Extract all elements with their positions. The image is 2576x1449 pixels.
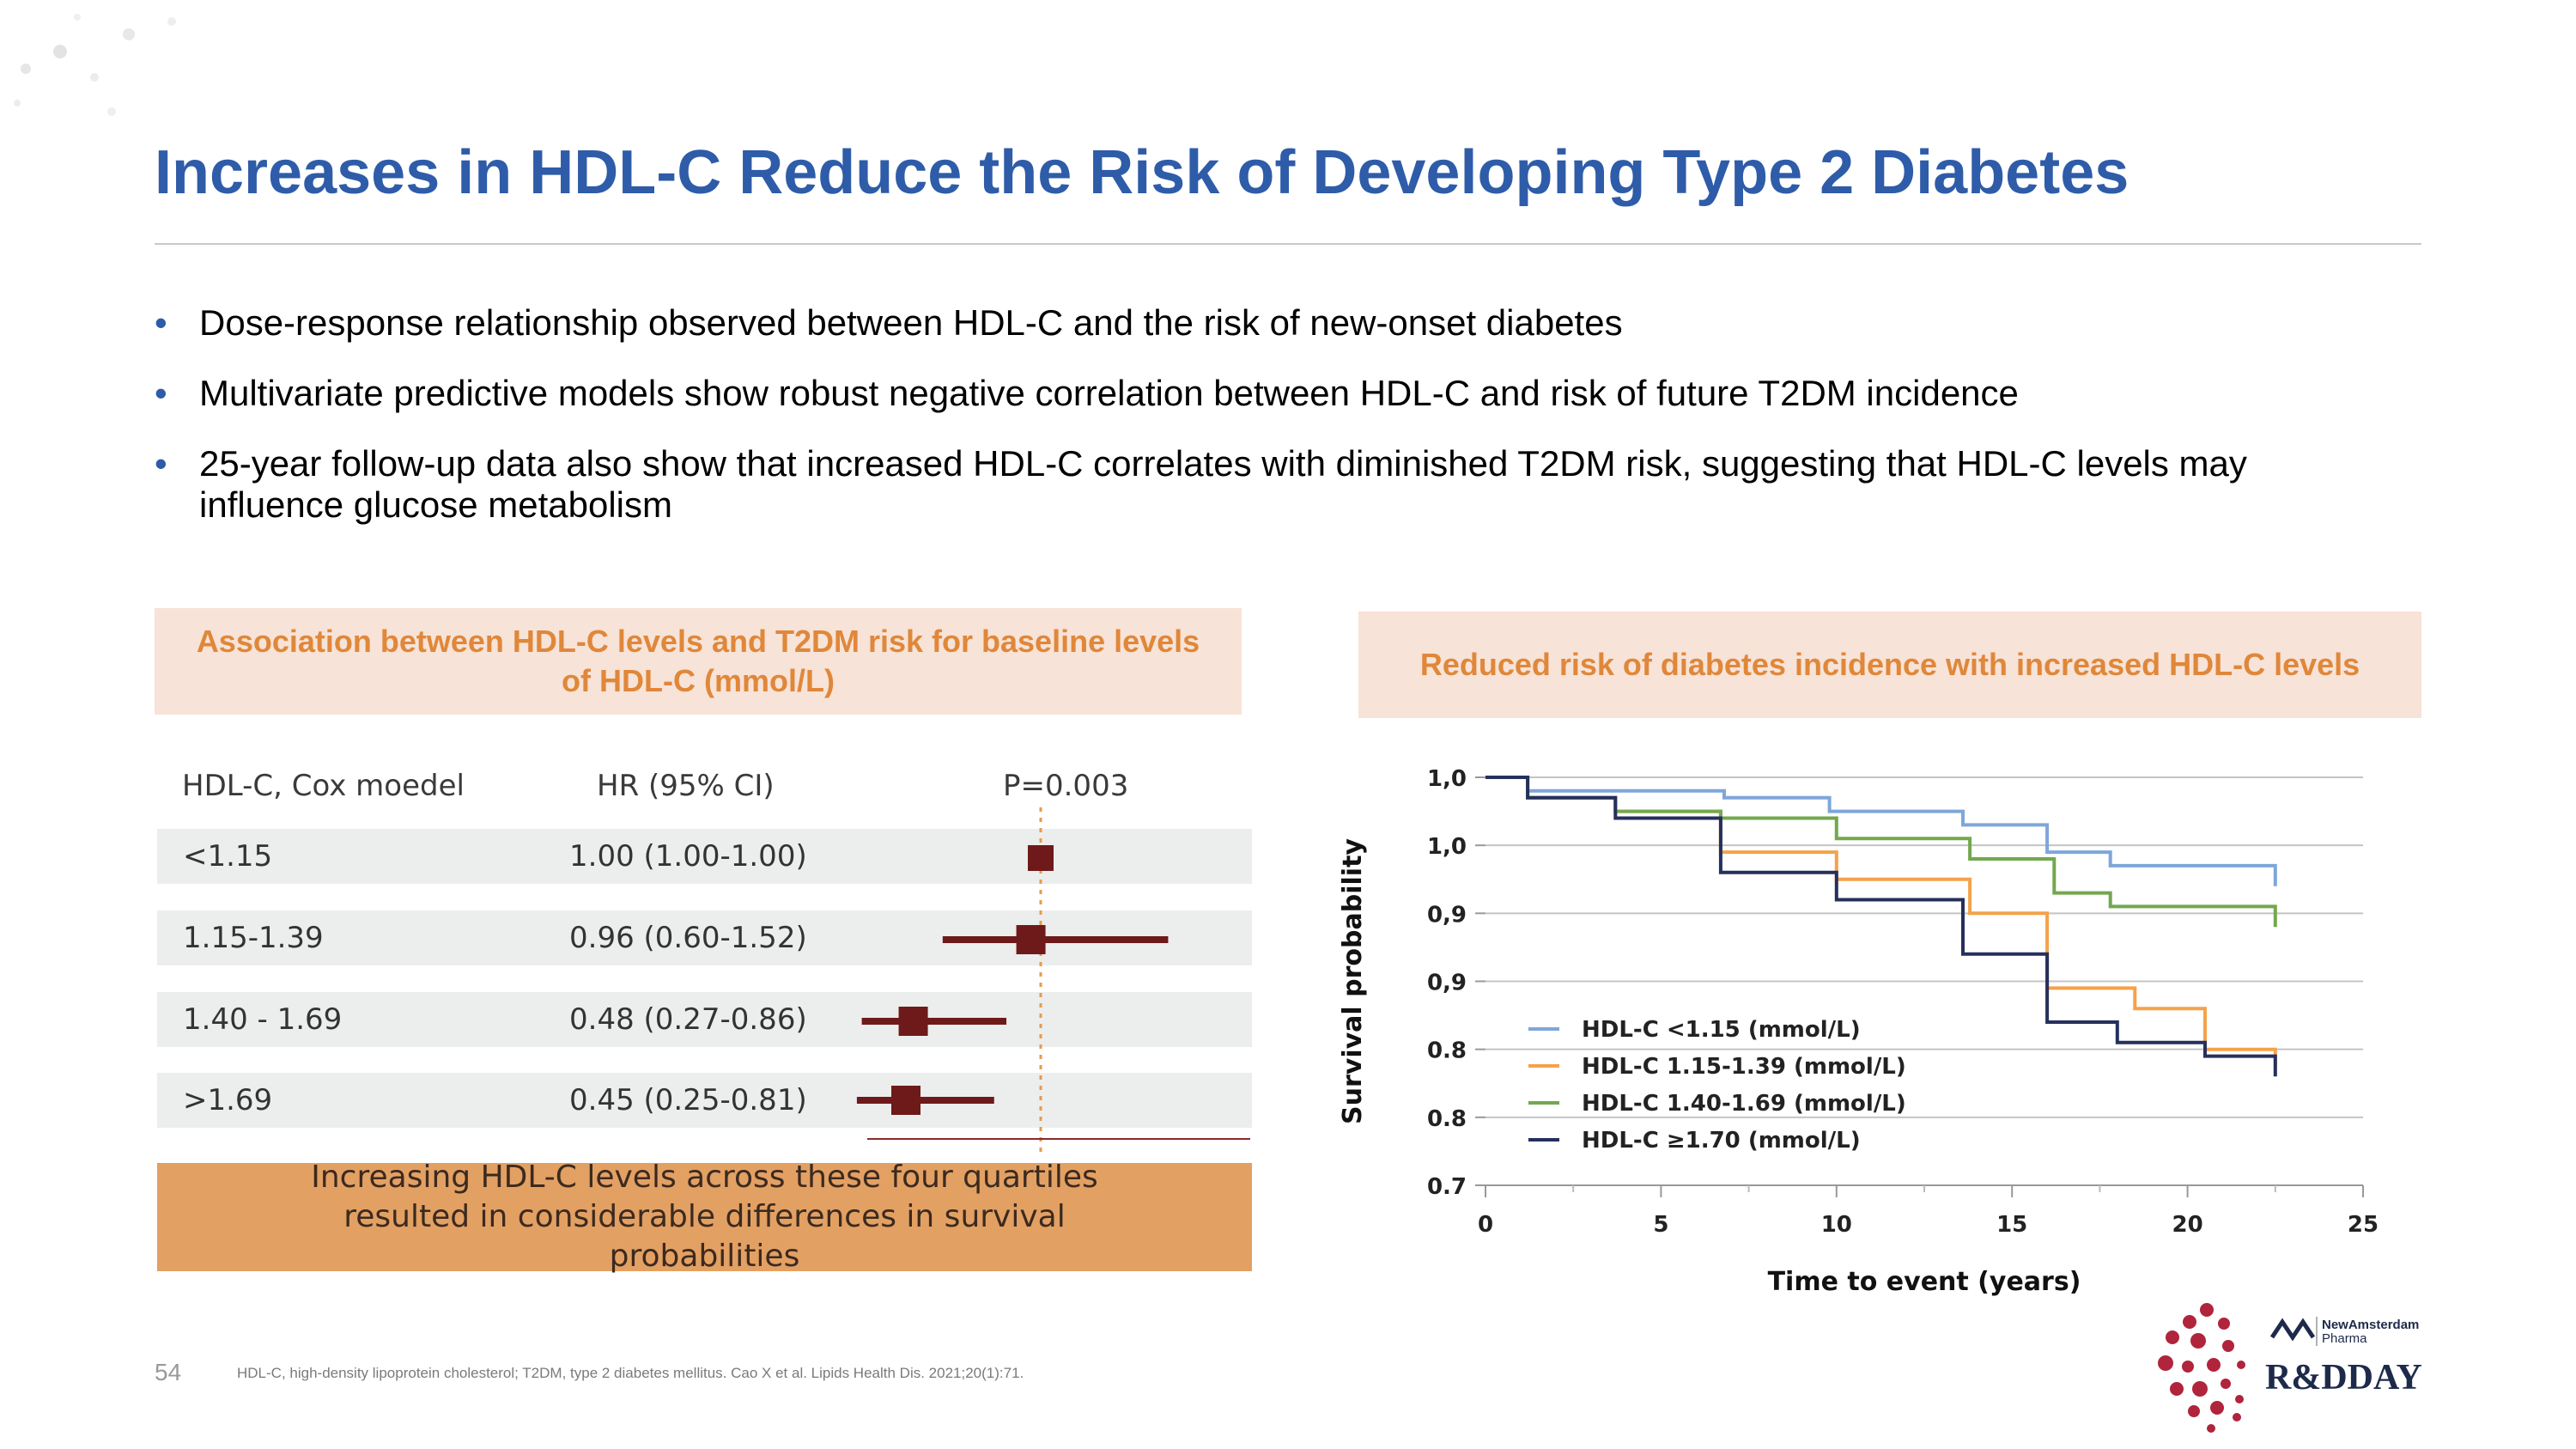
km-y-tick-label: 0.7 — [1427, 1174, 1467, 1200]
page-title: Increases in HDL-C Reduce the Risk of De… — [155, 138, 2129, 207]
logo-brand-top: NewAmsterdam — [2322, 1318, 2419, 1332]
km-x-tick-label: 25 — [2348, 1212, 2379, 1238]
logo-dots-icon — [2158, 1303, 2245, 1433]
forest-plot-header: Association between HDL-C levels and T2D… — [155, 608, 1242, 715]
forest-plot-conclusion-banner: Increasing HDL-C levels across these fou… — [157, 1160, 1252, 1274]
km-legend-label: HDL-C <1.15 (mmol/L) — [1582, 1017, 1861, 1043]
km-legend-label: HDL-C 1.15-1.39 (mmol/L) — [1582, 1054, 1906, 1080]
page-number: 54 — [155, 1359, 182, 1385]
bullet-text: Multivariate predictive models show robu… — [199, 373, 2019, 413]
forest-hr-marker — [891, 1086, 920, 1115]
bullet-marker: • — [155, 373, 167, 413]
km-chart-header: Reduced risk of diabetes incidence with … — [1358, 612, 2421, 718]
bullet-text: Dose-response relationship observed betw… — [199, 302, 1623, 343]
forest-row-group: >1.69 — [183, 1083, 273, 1117]
footnote: HDL-C, high-density lipoprotein choleste… — [237, 1365, 1024, 1381]
km-y-tick-label: 0.8 — [1427, 1106, 1467, 1132]
km-y-tick-label: 1,0 — [1427, 834, 1467, 860]
km-y-tick-label: 1,0 — [1427, 766, 1467, 792]
km-x-tick-label: 0 — [1478, 1212, 1493, 1238]
forest-plot-conclusion-text: Increasing HDL-C levels across these fou… — [311, 1160, 1098, 1274]
bullet-marker: • — [155, 443, 167, 484]
km-x-tick-label: 5 — [1653, 1212, 1668, 1238]
decorative-dots-top-left — [14, 14, 176, 116]
forest-hr-marker — [1028, 845, 1054, 871]
km-legend-label: HDL-C 1.40-1.69 (mmol/L) — [1582, 1091, 1906, 1117]
km-series-line — [1485, 776, 2277, 1077]
company-logo: NewAmsterdam Pharma R&DDAY — [2158, 1303, 2422, 1433]
forest-row: <1.15 1.00 (1.00-1.00) — [157, 829, 1252, 884]
forest-col-header-hr: HR (95% CI) — [597, 769, 775, 803]
forest-row-hr: 0.96 (0.60-1.52) — [569, 921, 807, 955]
forest-row-group: <1.15 — [183, 839, 273, 874]
km-series-line — [1485, 776, 2277, 928]
title-divider — [155, 243, 2421, 245]
forest-row-group: 1.15-1.39 — [183, 921, 324, 955]
logo-brand-bottom: Pharma — [2322, 1331, 2367, 1346]
km-y-tick-label: 0,9 — [1427, 902, 1467, 928]
km-y-tick-label: 0.8 — [1427, 1038, 1467, 1064]
km-series-line — [1485, 776, 2277, 886]
bullet-text: 25-year follow-up data also show that in… — [199, 443, 2247, 525]
forest-row: >1.69 0.45 (0.25-0.81) — [157, 1073, 1252, 1128]
km-y-axis-label: Survival probability — [1338, 838, 1368, 1124]
forest-col-header-group: HDL-C, Cox moedel — [182, 769, 465, 803]
logo-mark-icon — [2269, 1318, 2316, 1342]
logo-event-name: R&DDAY — [2265, 1358, 2422, 1397]
km-y-tick-label: 0,9 — [1427, 971, 1467, 996]
forest-row-hr: 0.45 (0.25-0.81) — [569, 1083, 807, 1117]
km-x-tick-label: 10 — [1821, 1212, 1852, 1238]
forest-row-hr: 0.48 (0.27-0.86) — [569, 1002, 807, 1037]
forest-col-header-p: P=0.003 — [1003, 769, 1129, 803]
bullet-marker: • — [155, 302, 167, 343]
forest-hr-marker — [898, 1007, 928, 1036]
km-survival-chart: 1,0 1,0 0,9 0,9 0.8 0.8 0.7 0 5 10 15 20 25 Time to e… — [1338, 766, 2379, 1297]
forest-row: 1.40 - 1.69 0.48 (0.27-0.86) — [157, 992, 1252, 1047]
forest-row-hr: 1.00 (1.00-1.00) — [569, 839, 807, 874]
km-legend-label: HDL-C ≥1.70 (mmol/L) — [1582, 1128, 1861, 1154]
km-x-axis-label: Time to event (years) — [1768, 1267, 2081, 1297]
km-x-tick-label: 20 — [2172, 1212, 2203, 1238]
km-x-tick-label: 15 — [1996, 1212, 2027, 1238]
forest-hr-marker — [1016, 925, 1046, 954]
forest-row-group: 1.40 - 1.69 — [183, 1002, 343, 1037]
